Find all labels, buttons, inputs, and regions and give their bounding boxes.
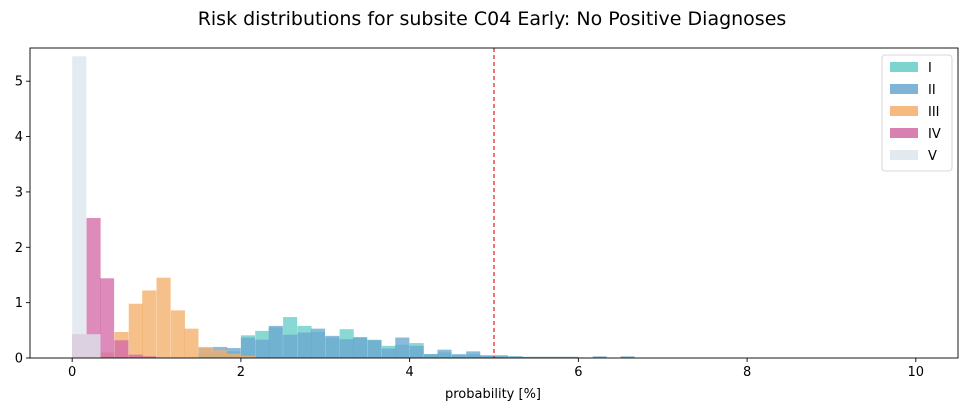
bar-II-9 xyxy=(325,335,340,358)
legend-swatch-II xyxy=(890,84,918,94)
series-V xyxy=(72,56,101,359)
legend-label-II: II xyxy=(928,83,936,98)
bar-II-23 xyxy=(521,356,536,358)
bar-II-19 xyxy=(466,351,481,358)
bar-II-14 xyxy=(395,337,410,358)
bar-IV-5 xyxy=(142,356,157,358)
legend-label-III: III xyxy=(928,105,940,120)
bar-V-0 xyxy=(72,56,87,359)
y-tick-label-2: 2 xyxy=(15,241,23,256)
x-tick-label-5: 10 xyxy=(908,365,925,380)
bar-II-22 xyxy=(508,356,523,358)
bar-III-6 xyxy=(184,328,199,358)
plot-frame xyxy=(29,47,959,359)
bar-V-1 xyxy=(86,334,101,358)
bar-II-24 xyxy=(536,356,551,358)
bar-II-28 xyxy=(620,356,635,358)
bar-II-26 xyxy=(564,356,579,358)
bar-II-21 xyxy=(494,355,509,358)
bar-III-10 xyxy=(240,355,255,358)
bar-II-20 xyxy=(479,355,494,358)
bar-IV-2 xyxy=(100,278,115,358)
bar-II-15 xyxy=(409,345,424,358)
bar-II-12 xyxy=(367,340,382,358)
bar-IV-1 xyxy=(86,217,101,358)
legend-swatch-III xyxy=(890,106,918,116)
bar-III-5 xyxy=(170,310,185,358)
bar-II-3 xyxy=(240,337,255,358)
bar-II-25 xyxy=(550,356,565,358)
bar-III-2 xyxy=(128,303,143,358)
x-tick-label-1: 2 xyxy=(237,365,245,380)
series-IV xyxy=(72,217,157,358)
y-tick-label-3: 3 xyxy=(15,185,23,200)
bar-IV-4 xyxy=(128,354,143,358)
series-II xyxy=(198,325,635,359)
axes: 0 2 4 6 8 10 0 1 2 3 4 5 xyxy=(15,47,959,380)
bar-III-8 xyxy=(213,350,228,358)
bar-III-9 xyxy=(226,353,241,358)
bar-II-6 xyxy=(283,334,298,358)
bar-II-13 xyxy=(381,348,396,358)
legend-swatch-V xyxy=(890,150,918,160)
legend-swatch-I xyxy=(890,62,918,72)
bar-II-17 xyxy=(437,349,452,358)
bar-IV-3 xyxy=(114,340,129,358)
series-III xyxy=(100,277,255,358)
bar-II-16 xyxy=(423,354,439,359)
legend-swatch-IV xyxy=(890,128,918,138)
bar-II-18 xyxy=(451,354,466,359)
bar-III-7 xyxy=(198,346,213,358)
chart-title: Risk distributions for subsite C04 Early… xyxy=(198,8,787,30)
legend-label-V: V xyxy=(928,149,937,164)
histogram-bars xyxy=(72,56,635,359)
y-tick-label-0: 0 xyxy=(15,352,23,367)
legend-label-I: I xyxy=(928,61,932,76)
bar-II-10 xyxy=(339,339,354,358)
y-tick-label-1: 1 xyxy=(15,296,23,311)
x-tick-label-4: 8 xyxy=(743,365,751,380)
y-tick-label-5: 5 xyxy=(15,75,23,90)
bar-III-4 xyxy=(156,277,171,358)
bar-II-8 xyxy=(310,328,326,358)
bar-II-7 xyxy=(297,332,312,358)
x-axis-label: probability [%] xyxy=(445,387,541,402)
legend-label-IV: IV xyxy=(928,127,941,142)
x-tick-label-0: 0 xyxy=(68,365,76,380)
bar-III-3 xyxy=(142,290,157,358)
bar-II-2 xyxy=(226,348,241,358)
y-tick-label-4: 4 xyxy=(15,130,23,145)
x-tick-label-3: 6 xyxy=(574,365,582,380)
bar-II-5 xyxy=(268,325,283,358)
x-tick-label-2: 4 xyxy=(405,365,413,380)
bar-II-4 xyxy=(255,339,270,358)
bar-II-27 xyxy=(592,356,607,358)
bar-II-11 xyxy=(353,337,368,358)
